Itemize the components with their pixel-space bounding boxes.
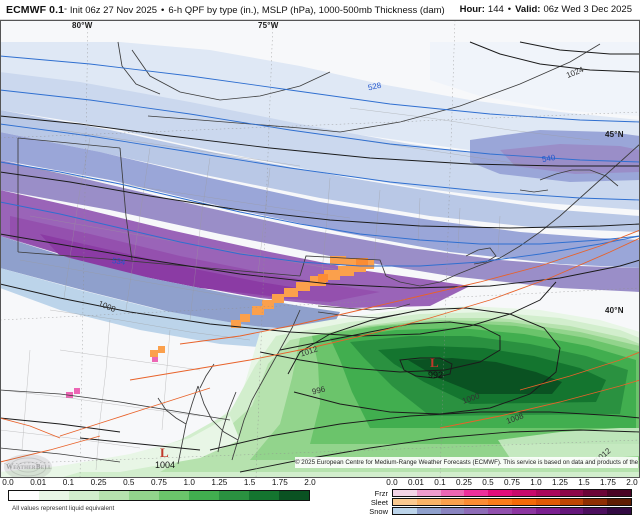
qpf-tick: 2.0 — [304, 478, 316, 487]
ptype-label-sleet: Sleet — [370, 498, 388, 507]
sleet-swatch — [416, 499, 441, 505]
model-name: ECMWF 0.1 — [6, 3, 65, 16]
qpf-tick: 0.1 — [62, 478, 75, 487]
init-text: Init 06z 27 Nov 2025 — [69, 4, 158, 16]
sleet-swatch — [440, 499, 465, 505]
snow-swatch — [488, 508, 512, 514]
ptype-tick: 0.75 — [504, 478, 520, 487]
header-right-text: Hour: 144 • Valid: 06z Wed 3 Dec 2025 — [460, 4, 632, 15]
low-marker-992: L — [430, 355, 439, 370]
qpf-swatch — [249, 491, 279, 500]
degree-symbol: ° — [64, 7, 67, 15]
hour-label: Hour: — [459, 4, 485, 15]
low-marker-1004: L — [160, 445, 169, 460]
frzr-swatch — [535, 490, 560, 496]
ptype-tick: 2.0 — [626, 478, 638, 487]
header-left-text: ECMWF 0.1 ° Init 06z 27 Nov 2025 • 6-h QP… — [6, 4, 445, 16]
qpf-tick: 0.25 — [90, 478, 107, 487]
qpf-swatch — [69, 491, 99, 500]
sleet-swatch — [583, 499, 608, 505]
snow-swatch — [464, 508, 489, 514]
ptype-bar-snow — [392, 507, 632, 515]
ptype-tick: 1.5 — [578, 478, 590, 487]
qpf-tick: 1.0 — [183, 478, 195, 487]
legend-area: 0.0 0.01 0.1 0.25 0.5 0.75 1.0 1.25 1.5 1.75 2.0 A… — [0, 478, 640, 525]
header-bullet-1: • — [161, 4, 165, 16]
qpf-swatch — [39, 491, 69, 500]
low-value-992: 992 — [428, 370, 444, 380]
sleet-swatch — [393, 499, 417, 505]
ptype-tick: 0.5 — [482, 478, 494, 487]
snow-swatch — [607, 508, 631, 514]
qpf-tick-row: 0.0 0.01 0.1 0.25 0.5 0.75 1.0 1.25 1.5 1.75 2.0 — [2, 478, 315, 489]
ptype-row-labels: Frzr Sleet Snow — [348, 489, 388, 516]
sleet-swatch — [511, 499, 536, 505]
frzr-swatch — [607, 490, 631, 496]
ptype-bar-sleet — [392, 498, 632, 506]
ptype-tick: 0.1 — [434, 478, 446, 487]
fields-text: 6-h QPF by type (in.), MSLP (hPa), 1000-… — [168, 4, 445, 16]
ptype-tick: 0.0 — [386, 478, 398, 487]
header-bullet-2: • — [507, 4, 512, 15]
qpf-legend-note: All values represent liquid equivalent — [12, 505, 115, 512]
sleet-swatch — [559, 499, 584, 505]
ptype-label-frzr: Frzr — [374, 489, 388, 498]
snow-swatch — [535, 508, 560, 514]
ptype-tick: 0.01 — [408, 478, 424, 487]
hour-value: 144 — [487, 4, 504, 15]
qpf-swatch — [189, 491, 219, 500]
qpf-tick: 0.0 — [2, 478, 14, 487]
qpf-tick: 1.25 — [211, 478, 228, 487]
qpf-swatch — [279, 491, 309, 500]
ptype-label-snow: Snow — [369, 507, 388, 516]
frzr-swatch — [440, 490, 465, 496]
sleet-swatch — [607, 499, 631, 505]
ecmwf-copyright: © 2025 European Centre for Medium-Range … — [295, 457, 638, 468]
frzr-swatch — [393, 490, 417, 496]
qpf-swatch — [99, 491, 129, 500]
qpf-swatch — [219, 491, 249, 500]
qpf-swatch — [129, 491, 159, 500]
map-canvas — [0, 20, 640, 478]
snow-swatch — [511, 508, 536, 514]
valid-value: 06z Wed 3 Dec 2025 — [543, 4, 632, 15]
low-value-1004: 1004 — [155, 460, 176, 470]
header-bar: ECMWF 0.1 ° Init 06z 27 Nov 2025 • 6-h QP… — [0, 0, 640, 20]
valid-label: Valid: — [515, 4, 541, 15]
ptype-tick: 0.25 — [456, 478, 472, 487]
frzr-swatch — [559, 490, 584, 496]
snow-swatch — [559, 508, 584, 514]
qpf-tick: 0.01 — [30, 478, 47, 487]
qpf-color-bar — [8, 490, 310, 501]
snow-swatch — [583, 508, 608, 514]
snow-swatch — [393, 508, 417, 514]
frzr-swatch — [488, 490, 512, 496]
ptype-tick-row: 0.0 0.01 0.1 0.25 0.5 0.75 1.0 1.25 1.5 1.75 2.0 — [386, 478, 637, 489]
sleet-swatch — [535, 499, 560, 505]
qpf-swatch — [159, 491, 189, 500]
qpf-legend: 0.0 0.01 0.1 0.25 0.5 0.75 1.0 1.25 1.5 1.75 2.0 — [2, 478, 316, 501]
qpf-swatch — [9, 491, 39, 500]
frzr-swatch — [464, 490, 489, 496]
ptype-tick: 1.75 — [600, 478, 616, 487]
snow-swatch — [416, 508, 441, 514]
snow-swatch — [440, 508, 465, 514]
sleet-swatch — [464, 499, 489, 505]
frzr-swatch — [583, 490, 608, 496]
forecast-map[interactable]: 80°W 75°W 45°N 40°N 1024 528 540 534 100… — [0, 20, 640, 478]
ptype-legend: 0.0 0.01 0.1 0.25 0.5 0.75 1.0 1.25 1.5 1.75 2.0 F… — [369, 478, 637, 516]
qpf-tick: 0.75 — [151, 478, 167, 487]
frzr-swatch — [511, 490, 536, 496]
qpf-tick: 1.75 — [271, 478, 288, 487]
qpf-tick: 1.5 — [243, 478, 256, 487]
qpf-tick: 0.5 — [123, 478, 135, 487]
ptype-bar-frzr — [392, 489, 632, 497]
frzr-swatch — [416, 490, 441, 496]
sleet-swatch — [488, 499, 512, 505]
ptype-tick: 1.0 — [530, 478, 542, 487]
contour-label-534: 534 — [111, 256, 126, 267]
ptype-tick: 1.25 — [552, 478, 568, 487]
